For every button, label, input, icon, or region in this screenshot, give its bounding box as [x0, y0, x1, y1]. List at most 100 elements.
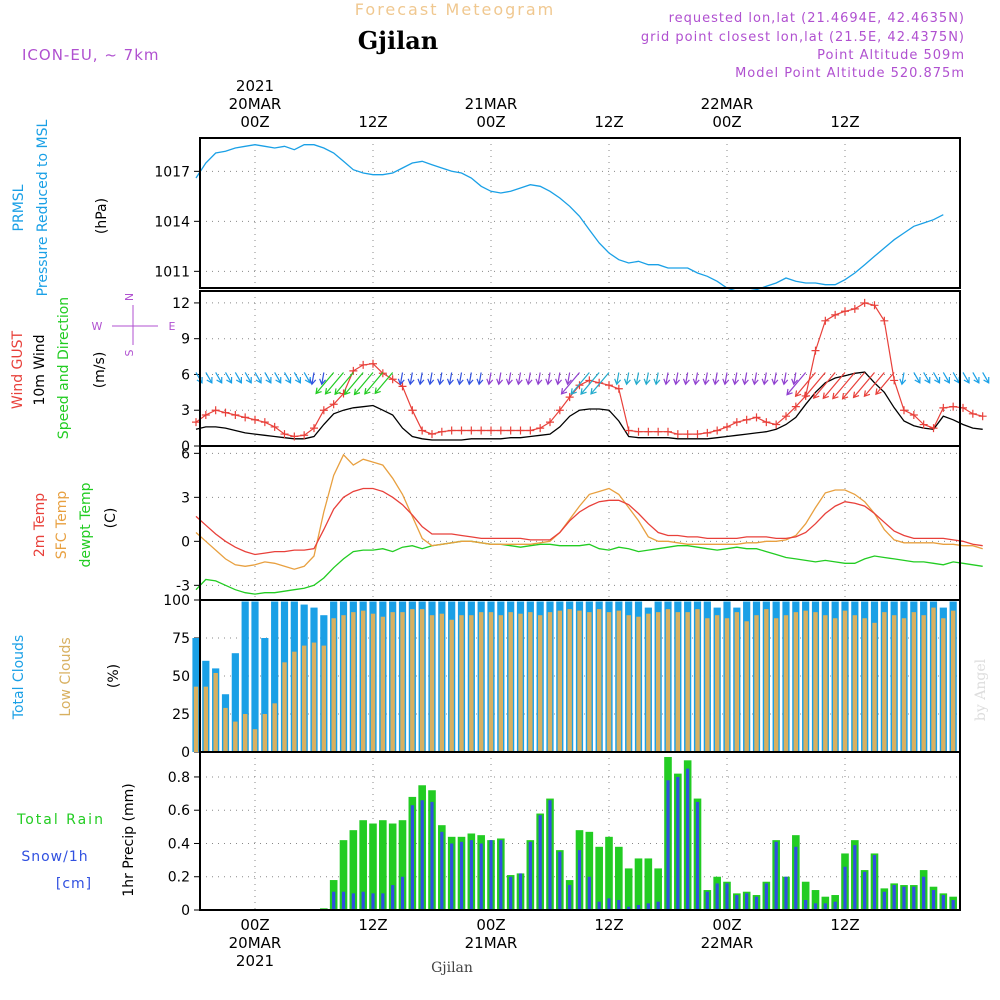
wind-arrow-head — [407, 378, 415, 386]
wind-arrow-head — [614, 378, 622, 386]
wind-arrow-head — [771, 378, 779, 386]
snow-bar — [931, 890, 936, 910]
low-cloud-bar — [193, 686, 199, 752]
wind-arrow-shaft — [303, 372, 311, 384]
low-cloud-bar — [557, 610, 563, 752]
gust-marker — [605, 381, 613, 390]
wind-arrow-shaft — [429, 372, 433, 385]
wind-arrow — [264, 372, 272, 384]
temp-tick-label: -3 — [176, 578, 190, 594]
gust-marker — [251, 415, 259, 424]
wind-arrow — [702, 372, 710, 386]
wind-arrow-shaft — [283, 372, 292, 384]
wind-arrow-head — [841, 392, 849, 400]
low-cloud-bar — [931, 607, 936, 752]
snow-bar — [558, 851, 562, 910]
snow-bar — [715, 883, 719, 910]
wind-arrow-shaft — [734, 372, 738, 385]
wind-arrow-shaft — [635, 372, 640, 385]
rain-bar — [811, 890, 820, 910]
wind-arrow-head — [702, 378, 710, 386]
wind-arrow — [751, 372, 759, 386]
wind-arrow-head — [832, 392, 839, 400]
wind-tick-label: 12 — [172, 296, 190, 312]
gust-marker — [870, 301, 879, 310]
wind-arrow-shaft — [913, 372, 921, 384]
total-cloud-bar — [261, 638, 269, 752]
wind-arrow — [932, 372, 941, 384]
wind-arrow-head — [791, 378, 799, 386]
wind-arrow-head — [914, 377, 921, 384]
low-cloud-bar — [508, 612, 513, 752]
gust-marker — [270, 422, 279, 431]
wind-arrow-shaft — [616, 372, 620, 385]
gust-marker — [811, 346, 820, 355]
wind-arrow-shaft — [224, 372, 233, 384]
wind-arrow-shaft — [561, 372, 580, 395]
rain-bar — [359, 820, 367, 910]
gust-marker — [673, 430, 682, 439]
wind-arrow-head — [983, 377, 990, 384]
wind-arrow-head — [427, 378, 435, 386]
precip-label-cm: [cm] — [56, 876, 92, 892]
wind-arrow — [315, 372, 335, 395]
low-cloud-bar — [537, 615, 543, 752]
wind-arrow-head — [794, 390, 802, 398]
gust-marker — [644, 427, 653, 436]
wind-arrow-head — [899, 378, 907, 386]
snow-bar — [951, 900, 955, 910]
wind-arrow-shaft — [932, 372, 941, 384]
credit: by Angel — [973, 658, 989, 721]
wind-arrow-head — [564, 378, 572, 386]
wind-arrow — [692, 372, 700, 386]
wind-arrow-head — [364, 388, 371, 395]
gust-marker — [575, 381, 584, 390]
wind-arrow — [580, 372, 600, 395]
pressure-tick-label: 1011 — [154, 264, 190, 280]
low-cloud-bar — [764, 609, 769, 752]
cloud-tick-label: 25 — [172, 707, 190, 723]
gust-marker — [388, 375, 397, 384]
wind-arrow-shaft — [498, 372, 502, 385]
gust-marker — [880, 316, 889, 325]
snow-bar — [705, 891, 709, 910]
wind-arrow-shaft — [274, 372, 282, 384]
gust-marker — [782, 412, 790, 421]
low-cloud-bar — [882, 612, 887, 752]
snow-bar — [833, 901, 837, 910]
wind-arrow — [274, 372, 282, 384]
snow-bar — [479, 843, 483, 910]
wind-arrow-shaft — [488, 372, 492, 385]
snow-bar — [440, 831, 444, 910]
gust-marker — [546, 418, 554, 427]
low-cloud-bar — [410, 609, 415, 752]
bottom-time-label: 00Z — [712, 916, 741, 934]
model-altitude: Model Point Altitude 520.875m — [735, 66, 965, 81]
gust-marker — [369, 359, 377, 368]
low-cloud-bar — [439, 613, 445, 752]
gust-marker — [280, 430, 289, 439]
gust-marker — [968, 409, 977, 418]
wind-arrow-shaft — [547, 372, 551, 385]
snow-bar — [341, 891, 346, 910]
wind-arrow — [832, 372, 856, 400]
gust-marker — [890, 376, 899, 385]
snow-bar — [617, 900, 621, 910]
wind-arrow-head — [580, 388, 587, 395]
snow-bar — [794, 846, 798, 910]
gust-marker — [496, 426, 505, 435]
wind-arrow-head — [255, 377, 262, 384]
wind-arrow — [564, 372, 572, 386]
wind-arrow — [234, 372, 243, 384]
top-time-label: 12Z — [594, 113, 623, 131]
low-cloud-bar — [773, 618, 779, 752]
precip-unit: 1hr Precip (mm) — [121, 783, 137, 896]
wind-arrow-head — [822, 392, 829, 400]
wind-arrow-head — [712, 378, 720, 386]
rain-bar — [634, 858, 643, 910]
total-cloud-bar — [241, 601, 249, 752]
wind-arrow-shaft — [590, 372, 610, 395]
wind-arrow — [942, 372, 951, 384]
wind-arrow-shaft — [527, 372, 531, 385]
